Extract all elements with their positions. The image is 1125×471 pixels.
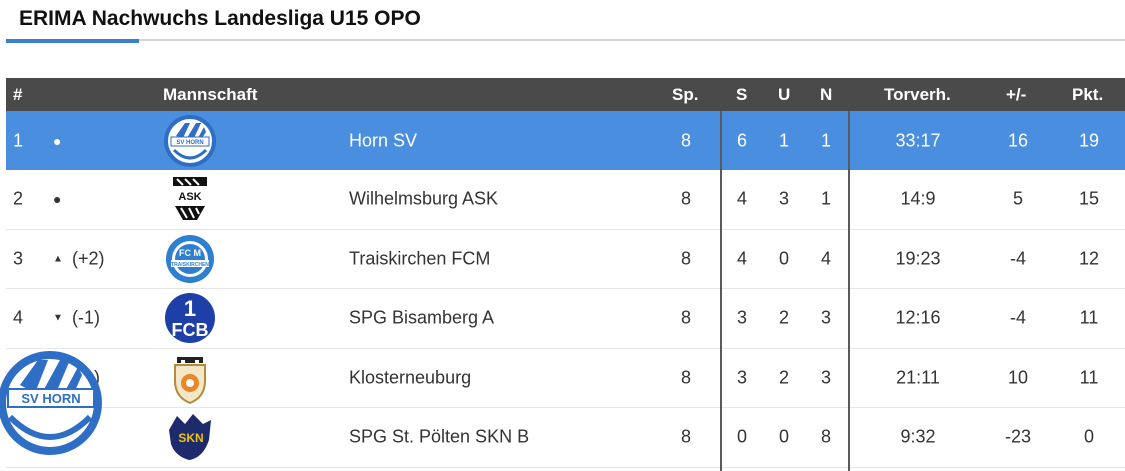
svg-text:ASK: ASK bbox=[178, 191, 201, 203]
played-cell: 8 bbox=[680, 367, 691, 388]
fcm-traiskirchen-logo: FC M TRAISKIRCHEN bbox=[163, 232, 217, 286]
played-cell: 8 bbox=[680, 307, 691, 328]
svg-text:SV HORN: SV HORN bbox=[176, 140, 203, 146]
wins-cell: 0 bbox=[736, 426, 747, 447]
goals-cell: 9:32 bbox=[900, 426, 936, 447]
column-divider bbox=[848, 111, 850, 471]
draws-cell: 0 bbox=[778, 426, 789, 447]
points-cell: 15 bbox=[1078, 188, 1100, 209]
rank-change: (+2) bbox=[72, 248, 105, 269]
losses-cell: 3 bbox=[820, 367, 831, 388]
standings-table: # Mannschaft Sp. S U N Torverh. +/- Pkt.… bbox=[6, 78, 1125, 471]
played-cell: 8 bbox=[680, 248, 691, 269]
table-row[interactable]: 2 ● Wilhelmsburg ASK 8 4 3 1 14:9 5 15 ASK bbox=[6, 170, 1125, 230]
header-points[interactable]: Pkt. bbox=[1072, 85, 1104, 104]
rank-cell: 3 bbox=[13, 248, 24, 269]
sv-horn-logo: SV HORN bbox=[163, 114, 217, 168]
points-cell: 11 bbox=[1079, 367, 1099, 388]
losses-cell: 4 bbox=[820, 248, 831, 269]
title-divider bbox=[6, 39, 1125, 41]
goal-diff-cell: -23 bbox=[1004, 426, 1031, 447]
header-played[interactable]: Sp. bbox=[672, 85, 699, 104]
fcb-logo: 1 FCB bbox=[163, 291, 217, 345]
title-accent-bar bbox=[6, 39, 139, 43]
losses-cell: 3 bbox=[820, 307, 831, 328]
goals-cell: 12:16 bbox=[895, 307, 941, 328]
goal-diff-cell: -4 bbox=[1009, 248, 1026, 269]
svg-text:SKN: SKN bbox=[178, 431, 203, 445]
rank-cell: 2 bbox=[13, 188, 24, 209]
played-cell: 8 bbox=[680, 426, 691, 447]
table-row[interactable]: 4 ▼ (-1) SPG Bisamberg A 8 3 2 3 12:16 -4 11 1 FCB bbox=[6, 289, 1125, 349]
team-name: Horn SV bbox=[349, 130, 418, 150]
table-header: # Mannschaft Sp. S U N Torverh. +/- Pkt. bbox=[6, 78, 1125, 111]
team-name: Traiskirchen FCM bbox=[349, 248, 491, 269]
rank-cell: 1 bbox=[13, 130, 24, 150]
draws-cell: 2 bbox=[778, 367, 789, 388]
draws-cell: 2 bbox=[778, 307, 789, 328]
played-cell: 8 bbox=[680, 130, 691, 150]
svg-text:FCB: FCB bbox=[172, 320, 209, 340]
svg-text:TRAISKIRCHEN: TRAISKIRCHEN bbox=[171, 262, 209, 268]
table-row[interactable]: 1 ● Horn SV 8 6 1 1 33:17 16 19 SV HORN bbox=[6, 111, 1125, 170]
skn-logo: SKN bbox=[163, 410, 217, 464]
losses-cell: 1 bbox=[820, 130, 831, 150]
goals-cell: 19:23 bbox=[895, 248, 941, 269]
goal-diff-cell: 10 bbox=[1007, 367, 1029, 388]
rank-change: (-1) bbox=[72, 307, 100, 328]
wins-cell: 4 bbox=[736, 188, 747, 209]
points-cell: 19 bbox=[1078, 130, 1100, 150]
wins-cell: 3 bbox=[736, 307, 747, 328]
goal-diff-cell: -4 bbox=[1009, 307, 1026, 328]
goals-cell: 14:9 bbox=[900, 188, 936, 209]
team-name: SPG Bisamberg A bbox=[349, 307, 495, 328]
points-cell: 0 bbox=[1083, 426, 1094, 447]
header-goals[interactable]: Torverh. bbox=[884, 85, 951, 104]
played-cell: 8 bbox=[680, 188, 691, 209]
losses-cell: 8 bbox=[820, 426, 831, 447]
column-divider bbox=[720, 111, 722, 471]
table-row[interactable]: 3 ▲ (+2) Traiskirchen FCM 8 4 0 4 19:23 -4 12 FC M T… bbox=[6, 230, 1125, 289]
wins-cell: 6 bbox=[736, 130, 747, 150]
header-wins[interactable]: S bbox=[736, 85, 748, 104]
header-team[interactable]: Mannschaft bbox=[163, 85, 258, 104]
trend-icon: ● bbox=[53, 191, 62, 208]
svg-text:1: 1 bbox=[184, 296, 196, 321]
trend-icon: ▼ bbox=[53, 312, 63, 324]
ask-logo: ASK bbox=[163, 172, 217, 226]
losses-cell: 1 bbox=[820, 188, 831, 209]
draws-cell: 0 bbox=[778, 248, 789, 269]
header-goal-diff[interactable]: +/- bbox=[1006, 85, 1027, 104]
rank-cell: 4 bbox=[13, 307, 24, 328]
wins-cell: 3 bbox=[736, 367, 747, 388]
overlay-logo-text: SV HORN bbox=[21, 391, 80, 406]
team-name: Wilhelmsburg ASK bbox=[349, 188, 499, 209]
header-draws[interactable]: U bbox=[778, 85, 791, 104]
team-name: Klosterneuburg bbox=[349, 367, 472, 388]
team-name: SPG St. Pölten SKN B bbox=[349, 426, 530, 447]
goals-cell: 33:17 bbox=[895, 130, 941, 150]
goal-diff-cell: 5 bbox=[1012, 188, 1023, 209]
svg-text:FC M: FC M bbox=[179, 248, 201, 258]
trend-icon: ▲ bbox=[53, 253, 63, 265]
header-losses[interactable]: N bbox=[820, 85, 833, 104]
draws-cell: 1 bbox=[778, 130, 789, 150]
trend-icon: ● bbox=[53, 132, 62, 149]
page-title: ERIMA Nachwuchs Landesliga U15 OPO bbox=[19, 7, 421, 30]
klosterneuburg-logo bbox=[163, 351, 217, 405]
header-rank[interactable]: # bbox=[13, 85, 23, 104]
wins-cell: 4 bbox=[736, 248, 747, 269]
sv-horn-overlay-logo[interactable]: SV HORN bbox=[0, 345, 110, 460]
points-cell: 11 bbox=[1079, 307, 1099, 328]
goal-diff-cell: 16 bbox=[1007, 130, 1029, 150]
draws-cell: 3 bbox=[778, 188, 789, 209]
goals-cell: 21:11 bbox=[896, 367, 940, 388]
points-cell: 12 bbox=[1078, 248, 1100, 269]
